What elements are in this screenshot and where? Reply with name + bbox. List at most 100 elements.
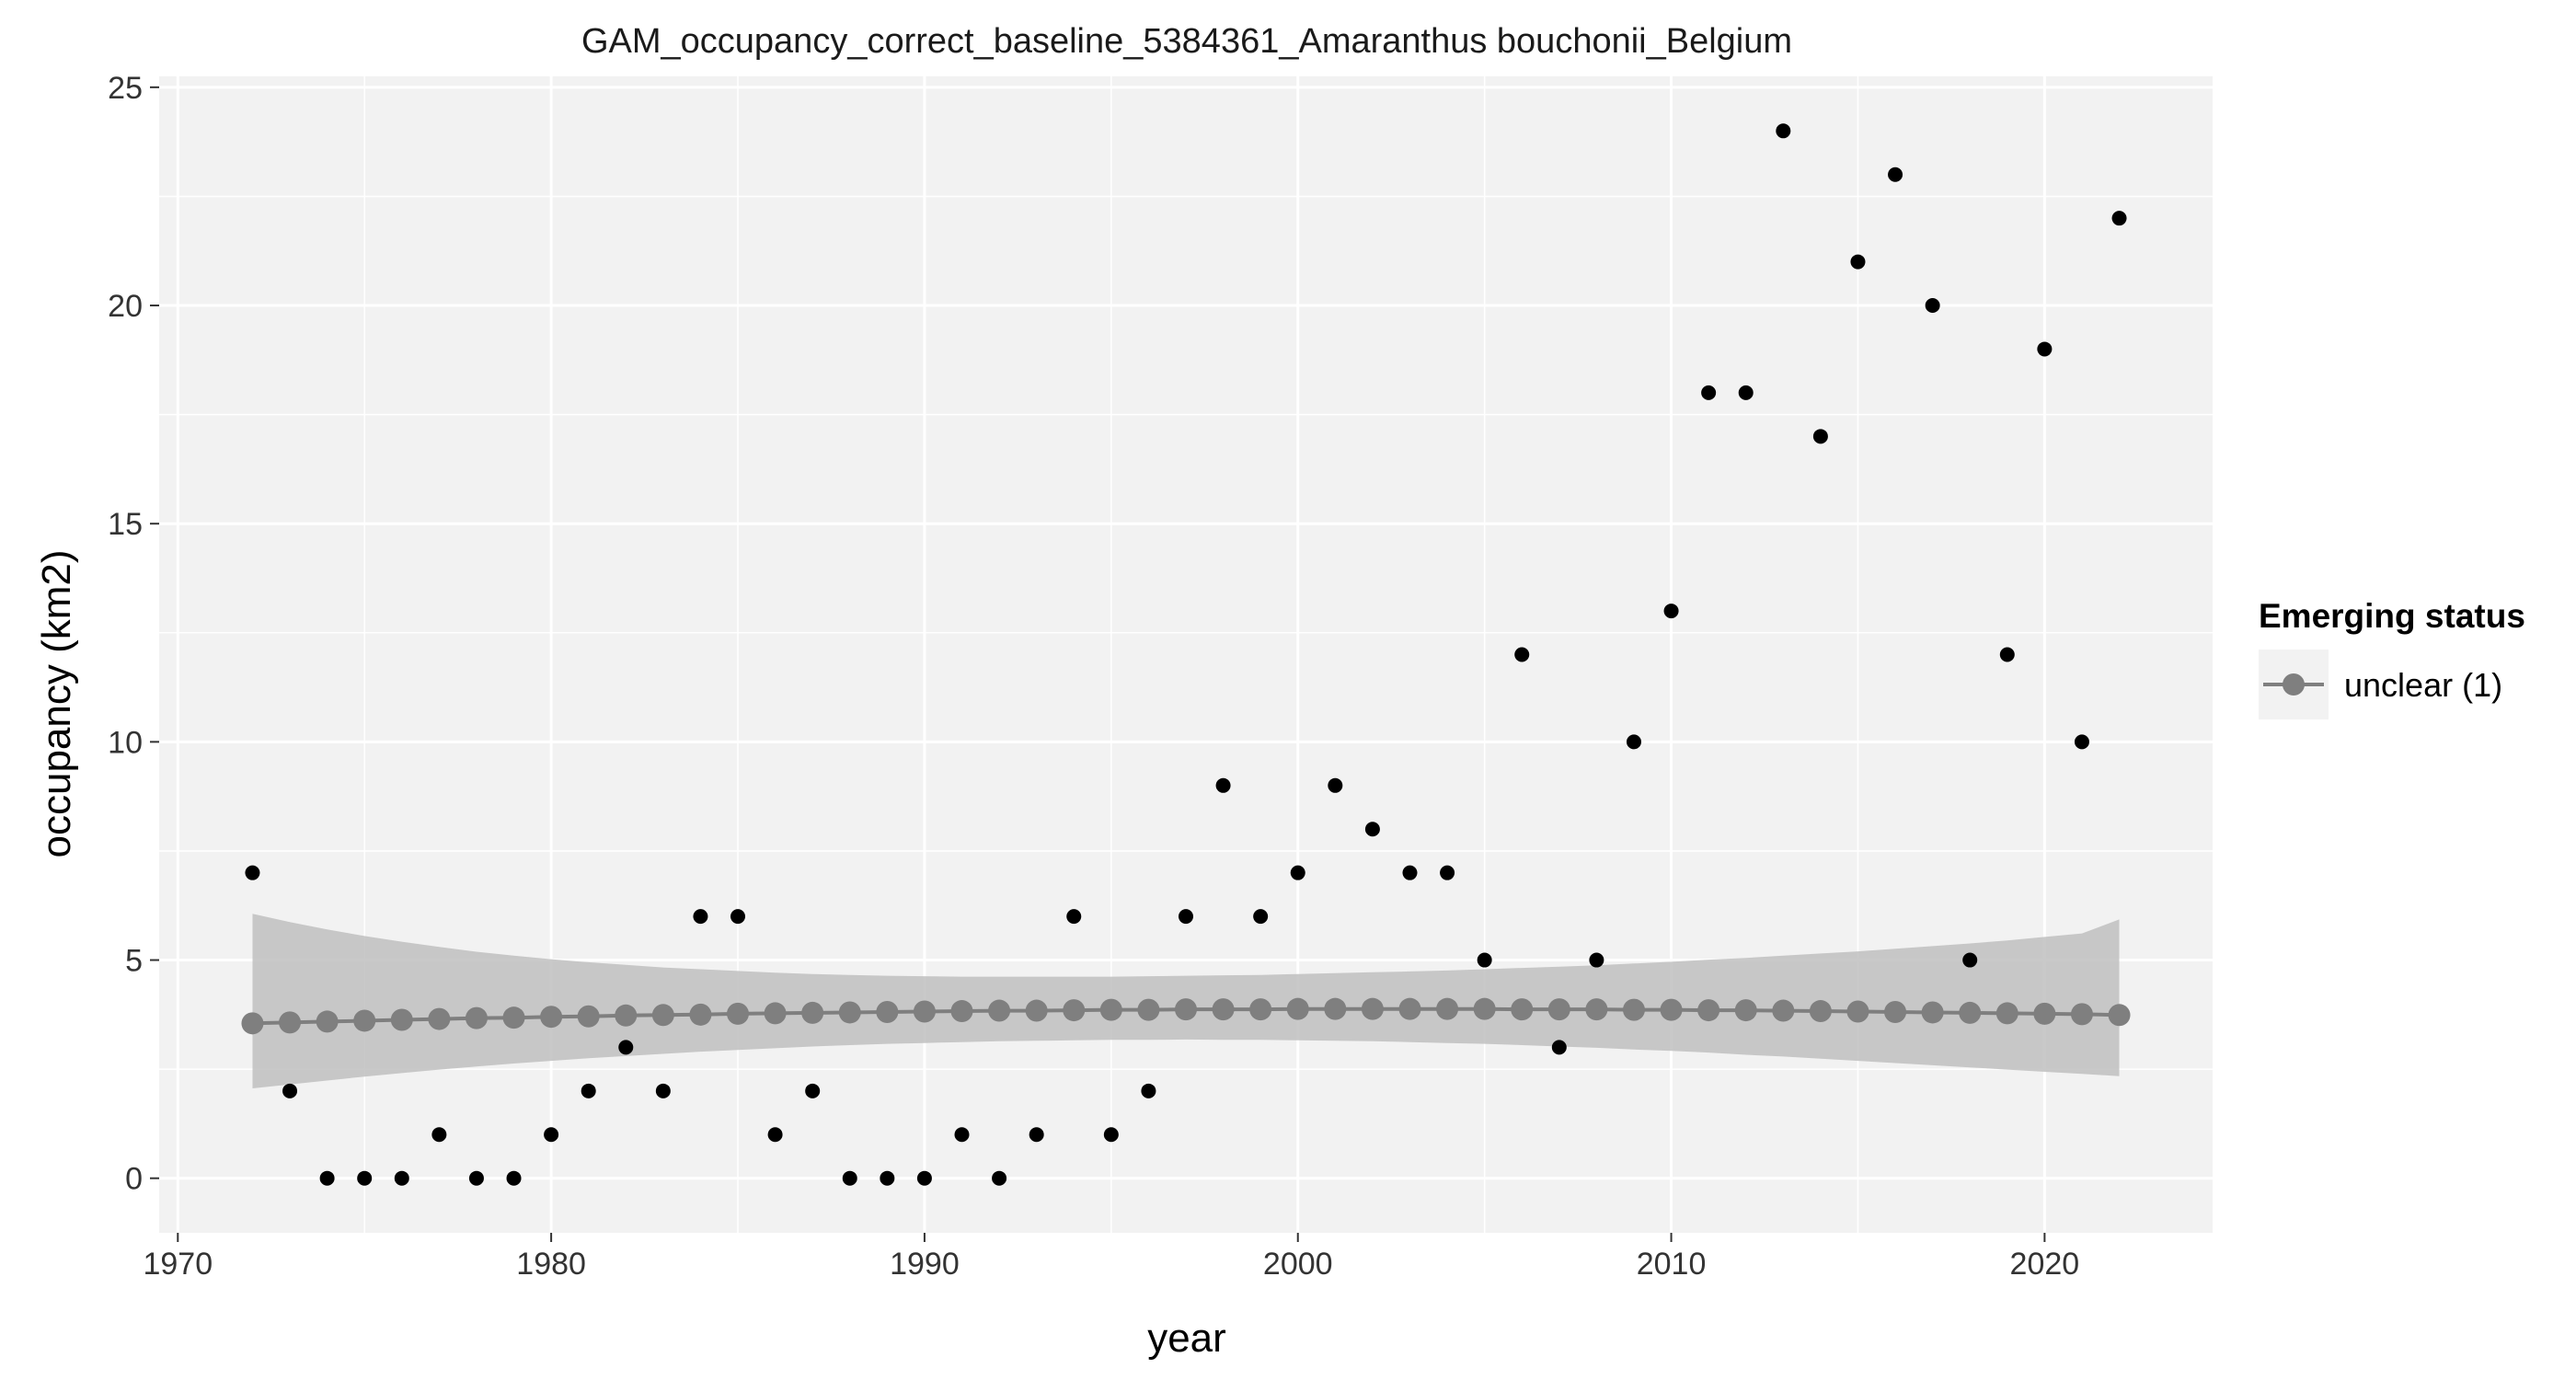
fit-point (540, 1006, 563, 1029)
fit-point (390, 1008, 413, 1031)
observed-point (655, 1083, 671, 1098)
fit-point (1436, 997, 1459, 1020)
y-tick-label: 0 (125, 1162, 143, 1197)
fit-point (1846, 1000, 1869, 1023)
observed-point (916, 1170, 932, 1186)
fit-point (241, 1012, 264, 1035)
fit-point (1025, 999, 1048, 1022)
observed-point (245, 865, 260, 880)
observed-point (1066, 909, 1082, 925)
fit-point (950, 1000, 973, 1023)
observed-point (1551, 1040, 1567, 1055)
observed-point (1589, 952, 1604, 968)
observed-point (1029, 1127, 1044, 1143)
fit-point (1585, 998, 1608, 1021)
observed-point (2074, 734, 2089, 750)
observed-point (880, 1170, 895, 1186)
fit-point (1137, 998, 1160, 1021)
fit-point (1398, 997, 1421, 1020)
y-tick-label: 25 (108, 71, 143, 106)
fit-point (577, 1005, 600, 1028)
observed-point (319, 1170, 335, 1186)
fit-point (764, 1002, 787, 1025)
observed-point (581, 1083, 596, 1098)
fit-point (1286, 997, 1309, 1020)
fit-point (1511, 998, 1534, 1021)
observed-point (693, 909, 708, 925)
fit-point (428, 1007, 451, 1030)
fit-point (2070, 1003, 2093, 1026)
observed-point (544, 1127, 559, 1143)
observed-point (2111, 211, 2127, 226)
observed-point (992, 1170, 1007, 1186)
legend-title: Emerging status (2259, 597, 2525, 635)
fit-point (1734, 999, 1757, 1022)
legend: Emerging status unclear (1) (2259, 597, 2525, 719)
fit-point (689, 1003, 712, 1026)
fit-points (241, 997, 2131, 1035)
observed-point (431, 1127, 447, 1143)
observed-point (1141, 1083, 1156, 1098)
y-tick-label: 5 (125, 944, 143, 979)
minor-gridlines (159, 76, 2213, 1233)
observed-point (1663, 604, 1679, 619)
y-tick-label: 20 (108, 289, 143, 324)
observed-point (767, 1127, 783, 1143)
legend-label: unclear (1) (2344, 666, 2502, 704)
x-tick-label: 1970 (143, 1247, 213, 1282)
fit-point (1212, 998, 1235, 1021)
observed-point (842, 1170, 857, 1186)
y-tick-label: 10 (108, 725, 143, 760)
legend-key-dot (2283, 673, 2305, 696)
observed-point (1812, 429, 1828, 444)
observed-point (1925, 298, 1940, 314)
observed-point (468, 1170, 484, 1186)
observed-point (1776, 123, 1791, 139)
fit-point (279, 1011, 302, 1034)
fit-point (1995, 1002, 2018, 1025)
observed-point (1999, 647, 2015, 662)
fit-point (1473, 997, 1496, 1020)
x-tick-label: 1990 (890, 1247, 960, 1282)
observed-point (1215, 777, 1231, 793)
observed-point (618, 1040, 634, 1055)
observed-point (1477, 952, 1492, 968)
y-axis: 0 5 10 15 20 25 (108, 71, 159, 1197)
fit-point (1547, 998, 1570, 1021)
fit-point (1249, 998, 1272, 1021)
fit-point (1099, 998, 1122, 1021)
x-axis-title: year (1147, 1316, 1226, 1361)
observed-point (394, 1170, 409, 1186)
observed-point (282, 1083, 298, 1098)
observed-point (1440, 865, 1455, 880)
observed-point (2037, 341, 2053, 357)
fit-point (465, 1006, 488, 1029)
observed-point (1179, 909, 1193, 925)
fit-point (876, 1000, 899, 1023)
chart-title: GAM_occupancy_correct_baseline_5384361_A… (581, 22, 1792, 61)
observed-point (506, 1170, 522, 1186)
x-tick-label: 2010 (1637, 1247, 1707, 1282)
fit-point (615, 1004, 638, 1027)
fit-point (502, 1006, 525, 1029)
fit-point (1361, 997, 1384, 1020)
observed-point (954, 1127, 970, 1143)
fit-point (651, 1004, 674, 1027)
fit-point (1884, 1000, 1907, 1023)
fit-point (1175, 998, 1197, 1021)
observed-point (357, 1170, 373, 1186)
fit-point (838, 1001, 861, 1024)
fit-point (913, 1000, 936, 1023)
fit-point (1324, 997, 1347, 1020)
fit-point (2033, 1002, 2056, 1025)
fit-point (1809, 1000, 1832, 1023)
observed-point (1738, 385, 1754, 400)
fit-point (727, 1002, 750, 1025)
y-axis-title: occupancy (km2) (34, 549, 79, 857)
observed-point (1514, 647, 1530, 662)
observed-point (1626, 734, 1641, 750)
fit-point (801, 1001, 824, 1024)
fit-point (1921, 1001, 1944, 1024)
fit-point (1697, 999, 1720, 1022)
